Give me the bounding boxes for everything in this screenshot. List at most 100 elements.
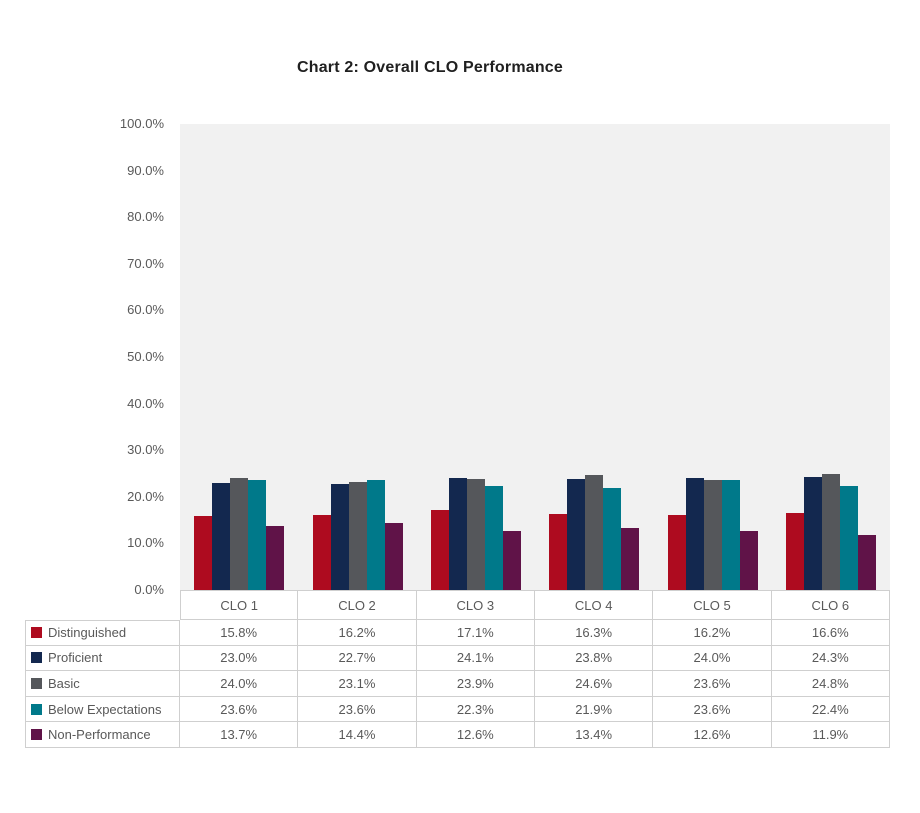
legend-label: Basic	[48, 675, 80, 691]
legend-label: Non-Performance	[48, 727, 151, 743]
legend-cell: Non-Performance	[25, 722, 180, 748]
value-cell: 23.0%	[180, 645, 299, 672]
value-cell: 24.1%	[416, 645, 535, 672]
bar-below-expectations-clo-1	[248, 480, 267, 590]
category-header-cell: CLO 4	[534, 590, 654, 620]
value-cell: 12.6%	[653, 722, 772, 748]
value-cell: 21.9%	[534, 696, 654, 723]
value-cell: 22.4%	[771, 696, 890, 723]
bar-below-expectations-clo-3	[484, 486, 503, 590]
plot-area	[180, 124, 890, 590]
value-cell: 24.3%	[771, 645, 890, 672]
bar-non-performance-clo-2	[384, 522, 403, 590]
category-header-cell: CLO 6	[771, 590, 890, 620]
legend-cell: Below Expectations	[25, 696, 180, 723]
value-cell: 24.8%	[771, 671, 890, 697]
bar-basic-clo-6	[821, 474, 840, 590]
value-cell: 23.1%	[298, 671, 417, 697]
bar-non-performance-clo-5	[739, 531, 758, 590]
table-corner-cell	[25, 590, 180, 620]
bar-distinguished-clo-3	[430, 510, 449, 590]
y-axis: 100.0% 90.0% 80.0% 70.0% 60.0% 50.0% 40.0% 30.0…	[0, 0, 164, 813]
bar-non-performance-clo-6	[857, 534, 876, 590]
bar-proficient-clo-2	[330, 484, 349, 590]
bar-non-performance-clo-1	[266, 526, 285, 590]
bar-distinguished-clo-2	[312, 514, 331, 590]
bar-non-performance-clo-3	[502, 531, 521, 590]
bar-basic-clo-2	[348, 482, 367, 590]
value-cell: 24.6%	[534, 671, 654, 697]
value-cell: 23.6%	[653, 696, 772, 723]
y-tick-label: 50.0%	[127, 349, 164, 364]
bar-basic-clo-3	[466, 478, 485, 590]
y-tick-label: 20.0%	[127, 488, 164, 504]
value-cell: 24.0%	[653, 645, 772, 672]
value-cell: 16.3%	[534, 620, 654, 646]
bar-proficient-clo-4	[567, 479, 586, 590]
value-cell: 23.8%	[534, 645, 654, 672]
legend-label: Proficient	[48, 650, 103, 666]
value-cell: 13.4%	[534, 722, 654, 748]
bar-below-expectations-clo-6	[839, 485, 858, 590]
value-cell: 15.8%	[180, 620, 299, 646]
legend-label: Below Expectations	[48, 701, 162, 717]
value-cell: 17.1%	[416, 620, 535, 646]
bar-distinguished-clo-6	[785, 512, 804, 590]
value-cell: 16.2%	[653, 620, 772, 646]
legend-swatch-icon	[31, 729, 42, 741]
bar-distinguished-clo-1	[194, 516, 213, 590]
legend-cell: Distinguished	[25, 620, 180, 646]
value-cell: 13.7%	[180, 722, 299, 748]
bar-basic-clo-1	[230, 478, 249, 590]
bar-below-expectations-clo-4	[603, 487, 622, 590]
value-cell: 22.3%	[416, 696, 535, 723]
category-header-cell: CLO 1	[180, 590, 299, 620]
bar-non-performance-clo-4	[621, 527, 640, 590]
category-header-cell: CLO 3	[416, 590, 535, 620]
value-cell: 23.6%	[653, 671, 772, 697]
table-row: Distinguished 15.8% 16.2% 17.1% 16.3% 16.2% 16…	[25, 620, 891, 646]
legend-cell: Proficient	[25, 645, 180, 672]
bar-distinguished-clo-4	[549, 514, 568, 590]
value-cell: 12.6%	[416, 722, 535, 748]
bar-below-expectations-clo-5	[721, 480, 740, 590]
y-tick-label: 60.0%	[127, 302, 164, 318]
value-cell: 23.9%	[416, 671, 535, 697]
bar-proficient-clo-5	[685, 478, 704, 590]
value-cell: 23.6%	[298, 696, 417, 723]
bar-distinguished-clo-5	[667, 514, 686, 590]
table-row: Basic 24.0% 23.1% 23.9% 24.6% 23.6% 24.8%	[25, 671, 891, 697]
y-tick-label: 40.0%	[127, 395, 164, 411]
legend-label: Distinguished	[48, 625, 127, 641]
y-tick-label: 0.0%	[134, 582, 164, 597]
category-header-cell: CLO 2	[298, 590, 417, 620]
legend-swatch-icon	[31, 627, 42, 639]
legend-swatch-icon	[31, 703, 42, 715]
table-row: Proficient 23.0% 22.7% 24.1% 23.8% 24.0% 24.3%	[25, 645, 891, 672]
value-cell: 11.9%	[771, 722, 890, 748]
value-cell: 16.2%	[298, 620, 417, 646]
table-row: Below Expectations 23.6% 23.6% 22.3% 21.9% 23…	[25, 696, 891, 723]
value-cell: 22.7%	[298, 645, 417, 672]
value-cell: 16.6%	[771, 620, 890, 646]
table-row: Non-Performance 13.7% 14.4% 12.6% 13.4% 12.6%…	[25, 722, 891, 748]
data-table: CLO 1 CLO 2 CLO 3 CLO 4 CLO 5 CLO 6 Distinguis…	[25, 590, 891, 748]
legend-swatch-icon	[31, 677, 42, 689]
y-tick-label: 10.0%	[127, 535, 164, 551]
y-tick-label: 30.0%	[127, 442, 164, 458]
bar-proficient-clo-6	[803, 476, 822, 590]
value-cell: 23.6%	[180, 696, 299, 723]
y-tick-label: 70.0%	[127, 255, 164, 271]
y-tick-label: 90.0%	[127, 162, 164, 178]
bar-proficient-clo-3	[448, 477, 467, 590]
chart-title: Chart 2: Overall CLO Performance	[296, 59, 564, 76]
category-header-cell: CLO 5	[653, 590, 772, 620]
value-cell: 14.4%	[298, 722, 417, 748]
y-tick-label: 100.0%	[119, 116, 164, 131]
value-cell: 24.0%	[180, 671, 299, 697]
legend-cell: Basic	[25, 671, 180, 697]
bar-basic-clo-5	[703, 480, 722, 590]
bar-proficient-clo-1	[212, 482, 231, 590]
bar-basic-clo-4	[585, 475, 604, 590]
